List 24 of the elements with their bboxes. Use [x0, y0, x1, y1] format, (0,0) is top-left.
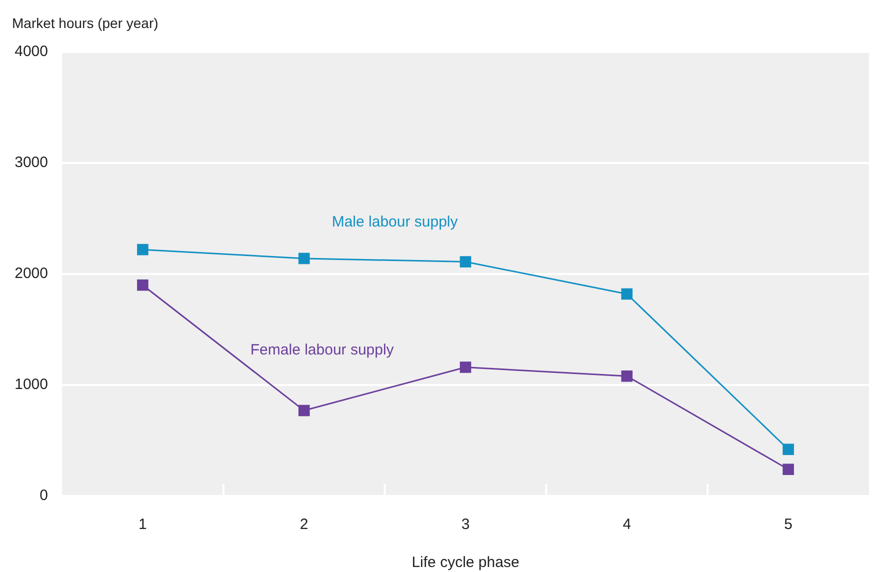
point — [298, 252, 310, 264]
y-tick-label: 2000 — [14, 265, 48, 282]
y-tick-label: 0 — [40, 487, 48, 504]
series-label: Male labour supply — [332, 213, 458, 230]
x-tick-label: 2 — [300, 516, 308, 534]
y-tick-label: 1000 — [14, 376, 48, 394]
series-label: Female labour supply — [250, 342, 394, 359]
x-axis-title: Life cycle phase — [412, 554, 520, 572]
point — [782, 444, 794, 456]
point — [782, 464, 794, 476]
point — [298, 404, 310, 416]
point — [137, 279, 148, 291]
point — [460, 256, 472, 268]
x-tick-label: 1 — [138, 516, 147, 534]
point — [621, 288, 633, 300]
y-axis-title: Market hours (per year) — [12, 14, 158, 31]
point — [137, 244, 148, 256]
y-tick-label: 4000 — [14, 43, 48, 60]
point — [460, 362, 472, 373]
x-tick-label: 3 — [461, 516, 470, 534]
y-tick-label: 3000 — [14, 154, 48, 172]
x-tick-label: 5 — [784, 516, 792, 534]
point — [621, 370, 633, 382]
x-tick-label: 4 — [622, 516, 632, 534]
